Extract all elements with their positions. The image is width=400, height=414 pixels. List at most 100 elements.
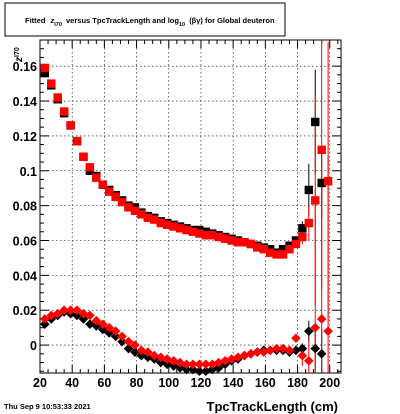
square-marker — [233, 238, 243, 247]
x-tick-label: 120 — [191, 376, 212, 390]
y-tick-label: 0.1 — [20, 165, 37, 179]
diamond-marker — [316, 349, 327, 359]
chart-title: Fitted zI70 versus TpcTrackLength and lo… — [25, 16, 275, 28]
diamond-marker — [78, 314, 89, 324]
square-marker — [182, 225, 191, 235]
diamond-marker — [130, 347, 140, 357]
diamond-marker — [200, 359, 211, 370]
diamond-marker — [239, 350, 250, 361]
x-tick-label: 160 — [255, 376, 276, 390]
square-marker — [253, 243, 262, 252]
square-marker — [298, 232, 307, 242]
square-marker — [124, 203, 133, 212]
y-tick-label: 0 — [30, 339, 37, 353]
square-marker — [214, 232, 223, 242]
square-marker — [317, 145, 326, 155]
y-tick-label: 0.16 — [13, 60, 37, 74]
diamond-marker — [297, 350, 308, 361]
diamond-marker — [207, 364, 218, 375]
tick-labels: 20 40 60 80 100 120 140 160 180 200 0 0.02 0.04 0.06 0… — [13, 60, 341, 390]
grid-lines — [40, 40, 341, 373]
diamond-marker — [181, 359, 192, 370]
x-tick-label: 40 — [65, 376, 79, 390]
y-tick-label: 0.02 — [13, 304, 37, 318]
diamond-marker — [194, 359, 205, 370]
square-marker — [208, 231, 217, 240]
square-marker — [98, 180, 107, 189]
diamond-marker — [310, 343, 321, 354]
diamond-marker — [110, 331, 121, 342]
x-tick-label: 80 — [130, 376, 144, 390]
diamond-marker — [91, 315, 102, 326]
x-tick-label: 140 — [223, 376, 244, 390]
square-marker — [246, 239, 256, 249]
diamond-marker — [65, 305, 76, 316]
diamond-marker — [297, 343, 308, 354]
diamond-marker — [40, 319, 50, 329]
square-marker — [156, 218, 165, 228]
diamond-marker — [143, 347, 153, 357]
square-marker — [162, 220, 172, 230]
square-marker — [285, 245, 294, 254]
square-marker — [201, 231, 210, 240]
data-markers — [40, 63, 333, 377]
square-marker — [111, 192, 120, 202]
square-marker — [291, 239, 301, 249]
diamond-marker — [78, 308, 89, 319]
square-marker — [311, 117, 320, 127]
diamond-marker — [304, 355, 314, 366]
square-marker — [278, 245, 288, 254]
x-tick-label: 60 — [97, 376, 111, 390]
y-tick-label: 0.04 — [13, 269, 37, 283]
square-marker — [85, 163, 95, 172]
square-marker — [272, 250, 281, 259]
diamond-marker — [136, 350, 147, 361]
diamond-marker — [220, 355, 230, 366]
diamond-marker — [291, 345, 301, 356]
x-tick-label: 180 — [287, 376, 308, 390]
square-marker — [53, 93, 62, 102]
square-marker — [66, 121, 75, 130]
diamond-marker — [72, 310, 82, 321]
square-marker — [304, 185, 314, 195]
diamond-marker — [168, 355, 179, 366]
diamond-marker — [123, 343, 134, 354]
diamond-marker — [104, 322, 115, 333]
y-tick-label: 0.06 — [13, 234, 37, 248]
square-marker — [47, 79, 56, 88]
diamond-marker — [52, 308, 63, 319]
y-axis-label: zI70 — [14, 47, 25, 63]
square-marker — [169, 222, 178, 231]
square-marker — [220, 234, 230, 243]
diamond-marker — [175, 362, 185, 373]
square-marker — [227, 236, 236, 245]
diamond-marker — [149, 350, 160, 361]
diamond-marker — [271, 343, 282, 354]
diamond-marker — [123, 336, 134, 347]
square-marker — [278, 250, 288, 259]
square-marker — [298, 224, 307, 233]
square-marker — [143, 213, 153, 223]
diamond-marker — [304, 326, 314, 336]
square-marker — [105, 187, 114, 196]
diamond-marker — [181, 364, 192, 375]
square-marker — [137, 210, 146, 219]
square-marker — [175, 224, 185, 233]
y-tick-label: 0.08 — [13, 200, 37, 214]
y-tick-label: 0.14 — [13, 95, 37, 109]
diamond-marker — [213, 362, 224, 373]
diamond-marker — [323, 326, 333, 336]
diamond-marker — [265, 345, 275, 356]
diamond-marker — [162, 359, 172, 370]
diamond-marker — [213, 357, 224, 368]
diamond-marker — [284, 345, 295, 356]
y-tick-label: 0.12 — [13, 130, 37, 144]
diamond-marker — [40, 314, 50, 324]
square-marker — [79, 152, 88, 162]
timestamp: Thu Sep 9 10:53:33 2021 — [4, 402, 91, 411]
diamond-marker — [175, 357, 185, 368]
diamond-marker — [194, 366, 205, 377]
square-marker — [92, 173, 101, 182]
square-marker — [72, 136, 82, 146]
